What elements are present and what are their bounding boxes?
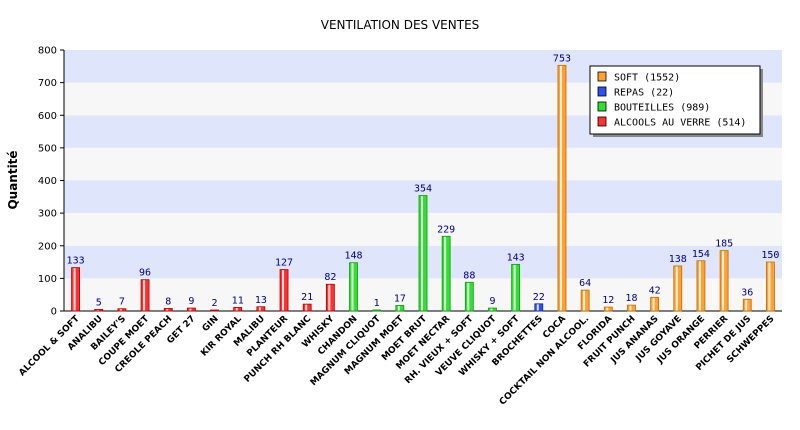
bar-highlight [467, 282, 470, 311]
y-tick-label: 100 [38, 274, 57, 285]
data-label: 13 [255, 295, 267, 306]
data-label: 64 [579, 278, 591, 289]
data-label: 143 [507, 252, 525, 263]
data-label: 150 [761, 250, 779, 261]
legend-label-soft: SOFT (1552) [614, 73, 680, 84]
legend-swatch-alcools [597, 116, 607, 127]
legend-swatch-soft [597, 71, 607, 82]
bar-highlight [490, 308, 493, 311]
bar-highlight [258, 307, 261, 311]
data-label: 9 [188, 296, 194, 307]
chart-legend: SOFT (1552) REPAS (22) BOUTEILLES (989) ALC… [589, 65, 763, 137]
data-label: 185 [715, 239, 733, 250]
y-tick-label: 600 [38, 111, 57, 122]
bar [372, 309, 382, 312]
bar-highlight [143, 280, 146, 311]
bar-highlight [559, 65, 562, 311]
legend-label-bouteilles: BOUTEILLES (989) [614, 103, 710, 114]
data-label: 7 [119, 297, 125, 308]
bar-highlight [166, 308, 169, 311]
bar-highlight [189, 308, 192, 311]
bar-highlight [583, 290, 586, 311]
bar-highlight [421, 196, 423, 311]
data-label: 82 [324, 272, 336, 283]
bar-highlight [119, 309, 122, 311]
bar-highlight [397, 305, 400, 311]
data-label: 11 [232, 295, 244, 306]
bar-highlight [328, 284, 331, 311]
chart-title: VENTILATION DES VENTES [321, 18, 480, 32]
data-label: 1 [374, 298, 380, 309]
y-tick-label: 400 [38, 176, 57, 187]
y-axis-label: Quantité [6, 150, 20, 209]
data-label: 148 [344, 251, 362, 262]
y-tick-label: 500 [38, 143, 57, 154]
bar-highlight [768, 262, 771, 311]
legend-box [589, 65, 761, 135]
bar-highlight [282, 270, 285, 311]
bar-highlight [73, 268, 76, 311]
data-label: 88 [463, 270, 475, 281]
legend-swatch-repas [597, 86, 607, 97]
bar-highlight [96, 309, 99, 311]
data-label: 36 [741, 287, 753, 298]
data-label: 21 [301, 292, 313, 303]
data-label: 753 [553, 53, 571, 64]
bar-highlight [745, 299, 748, 311]
y-tick-label: 800 [38, 46, 57, 57]
bar-highlight [513, 264, 516, 311]
data-label: 133 [67, 256, 85, 267]
bar-highlight [698, 261, 701, 311]
bar-highlight [536, 304, 539, 311]
y-tick-label: 200 [38, 241, 57, 252]
y-tick-label: 700 [38, 78, 57, 89]
data-label: 9 [489, 296, 495, 307]
data-label: 5 [96, 297, 102, 308]
data-label: 2 [212, 298, 218, 309]
grid-band [64, 147, 782, 181]
data-labels: 133 5 7 96 8 9 2 11 13 127 21 82 148 1 17 354 229 88 9 143 2… [67, 53, 780, 309]
bar [210, 309, 219, 312]
bar-highlight [444, 236, 447, 311]
y-tick-label: 300 [38, 209, 57, 220]
data-label: 229 [437, 224, 455, 235]
bar-highlight [351, 263, 354, 311]
legend-swatch-bouteilles [597, 101, 607, 112]
bar-highlight [675, 266, 678, 311]
bar-highlight [606, 307, 609, 311]
bar-highlight [722, 251, 725, 311]
data-label: 18 [625, 293, 637, 304]
bar-highlight [305, 304, 308, 311]
data-label: 154 [692, 249, 710, 260]
bar-series [71, 64, 775, 312]
data-label: 8 [165, 296, 171, 307]
data-label: 42 [649, 285, 661, 296]
legend-label-alcools: ALCOOLS AU VERRE (514) [614, 118, 746, 129]
data-label: 354 [414, 184, 432, 195]
y-tick-label: 0 [51, 307, 57, 318]
data-label: 127 [275, 258, 293, 269]
data-label: 17 [394, 293, 406, 304]
bar-highlight [235, 307, 238, 311]
bar-highlight [629, 305, 632, 311]
legend-label-repas: REPAS (22) [614, 88, 674, 99]
bar-highlight [652, 297, 655, 311]
data-label: 96 [139, 268, 151, 279]
data-label: 138 [669, 254, 687, 265]
x-tick-label: GIN [201, 314, 221, 334]
data-label: 12 [602, 295, 614, 306]
data-label: 22 [533, 292, 545, 303]
